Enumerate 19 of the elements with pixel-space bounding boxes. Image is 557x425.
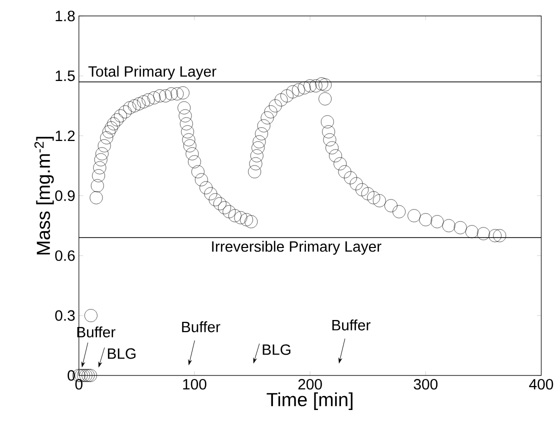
- annotation: Buffer: [182, 321, 220, 332]
- x-axis-title: Time [min]: [266, 392, 352, 410]
- y-axis-title: Mass [mg.m$^{-2}$]: [34, 136, 54, 254]
- y-tick-label: 0.3: [55, 310, 75, 321]
- y-tick-label: 0.9: [55, 190, 75, 201]
- y-tick-label: 1.8: [56, 10, 75, 22]
- x-tick-label: 200: [298, 378, 322, 390]
- y-tick-label: 1.5: [56, 70, 75, 81]
- annotation: BLG: [262, 344, 290, 355]
- ref-line-label: Irreversible Primary Layer: [212, 240, 382, 255]
- x-tick-label: 300: [414, 378, 438, 390]
- annotation: Buffer: [332, 319, 370, 330]
- y-tick-label: 0.6: [55, 250, 75, 261]
- annotation: BLG: [108, 348, 136, 359]
- y-tick-label: 0: [68, 370, 75, 381]
- ref-line-label: Total Primary Layer: [88, 66, 216, 80]
- y-tick-label: 1.2: [56, 130, 75, 141]
- x-tick-label: 400: [529, 378, 554, 390]
- x-tick-label: 100: [183, 378, 206, 390]
